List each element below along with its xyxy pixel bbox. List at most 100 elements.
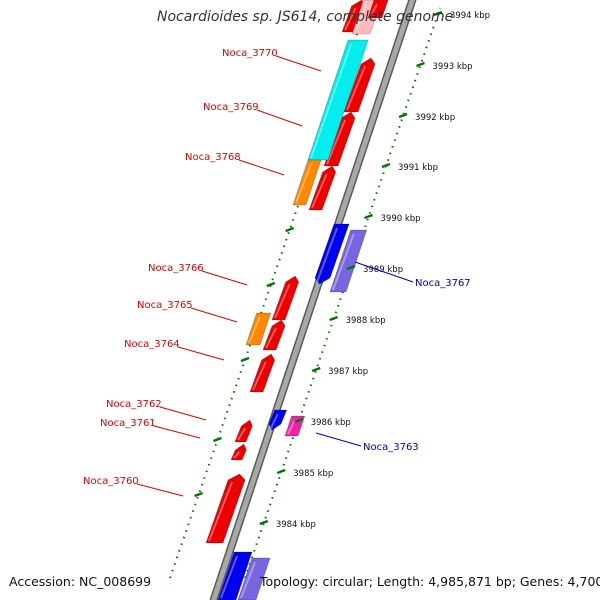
gene-orange-3768-body <box>292 159 322 206</box>
gene-forward-3766-highlight <box>274 283 291 319</box>
gene-forward-3765-highlight <box>265 327 277 349</box>
gene-forward-3760 <box>205 473 246 544</box>
left-guide-tick-9 <box>213 436 222 443</box>
noca-3767-leader <box>354 261 414 283</box>
noca-3761-leader <box>153 425 201 439</box>
gene-orange-3765-highlight <box>248 316 261 344</box>
gene-cyan-block-body <box>307 39 369 161</box>
left-guide-tick-10 <box>194 491 203 498</box>
noca-3770-leader <box>275 55 322 72</box>
gene-forward-3770-body <box>343 57 376 113</box>
noca-3764-leader <box>177 346 225 361</box>
gene-reverse-3763-highlight <box>287 419 296 435</box>
noca-3768-leader <box>238 159 285 176</box>
gene-reverse-blue-3767 <box>314 223 350 285</box>
gene-forward-3765 <box>262 319 286 351</box>
scale-label-3992: 3992 kbp <box>415 113 455 123</box>
noca-3768-label: Noca_3768 <box>185 152 241 163</box>
gene-top-right-body <box>367 0 389 19</box>
noca-3763-leader <box>315 432 362 447</box>
gene-cyan-block-highlight <box>310 43 353 159</box>
gene-reverse-bottom-b-highlight <box>240 561 256 599</box>
scale-label-3987: 3987 kbp <box>328 367 368 377</box>
scale-label-3985: 3985 kbp <box>293 469 333 479</box>
gene-reverse-bottom-b-body <box>237 557 271 600</box>
noca-3767-label: Noca_3767 <box>415 278 471 289</box>
gene-pale-top-highlight <box>354 3 368 33</box>
gene-forward-3761 <box>230 443 247 461</box>
scale-tick-3986 <box>294 417 304 424</box>
gene-reverse-bottom-b <box>237 557 271 600</box>
noca-3769-label: Noca_3769 <box>203 102 259 113</box>
noca-3770-label: Noca_3770 <box>222 48 278 59</box>
scale-tick-3992 <box>398 112 408 119</box>
gene-forward-3761-body <box>230 443 247 461</box>
scale-tick-3994 <box>433 10 443 17</box>
gene-reverse-3763a <box>268 409 288 431</box>
genome-summary-text: Topology: circular; Length: 4,985,871 bp… <box>260 574 600 589</box>
noca-3762-label: Noca_3762 <box>106 399 162 410</box>
backbone-line <box>211 0 415 600</box>
left-guide-tick-4 <box>285 226 295 233</box>
gene-orange-3768 <box>292 159 322 206</box>
scale-label-3984: 3984 kbp <box>276 520 316 530</box>
noca-3766-leader <box>201 270 248 286</box>
gene-reverse-bottom <box>217 551 253 600</box>
scale-tick-3984 <box>259 519 269 526</box>
gene-reverse-lightblue-3767-highlight <box>332 233 355 291</box>
backbone <box>209 0 417 600</box>
gene-forward-3760-body <box>205 473 246 544</box>
map-title: Nocardioides sp. JS614, complete genome <box>157 9 454 25</box>
gene-forward-3765-body <box>262 319 286 351</box>
gene-reverse-bottom-highlight <box>220 555 238 599</box>
scale-tick-3987 <box>311 366 321 373</box>
gene-forward-3766-body <box>271 275 300 321</box>
gene-cyan-block <box>307 39 369 161</box>
gene-forward-3770-highlight <box>346 65 366 111</box>
gene-reverse-blue-3767-body <box>314 223 350 285</box>
gene-forward-3764 <box>249 353 276 393</box>
gene-orange-3765-body <box>245 312 272 346</box>
noca-3765-leader <box>190 307 238 323</box>
gene-forward-3761-highlight <box>233 451 241 459</box>
gene-orange-3765 <box>245 312 272 346</box>
noca-3760-label: Noca_3760 <box>83 476 139 487</box>
scale-tick-3990 <box>364 213 373 220</box>
gene-forward-3764-body <box>249 353 276 393</box>
gene-forward-3762 <box>234 419 253 443</box>
gene-labels: Noca_3770 Noca_3769 Noca_3768 Noca_3767 Noca… <box>83 48 471 497</box>
gene-forward-3770 <box>343 57 376 113</box>
left-guide-tick-5 <box>266 281 276 288</box>
noca-3769-leader <box>256 109 303 127</box>
scale-tick-3989 <box>346 264 356 271</box>
gene-forward-top-highlight <box>344 7 357 31</box>
scale-tick-3985 <box>276 468 286 475</box>
noca-3763-label: Noca_3763 <box>363 442 419 453</box>
noca-3766-label: Noca_3766 <box>148 263 204 274</box>
gene-reverse-bottom-body <box>217 551 253 600</box>
scale-label-3994: 3994 kbp <box>450 11 490 21</box>
gene-forward-3764-highlight <box>252 361 267 391</box>
scale-label-3986: 3986 kbp <box>311 418 351 428</box>
gene-reverse-3763a-highlight <box>270 413 279 429</box>
scale-label-3989: 3989 kbp <box>363 265 403 275</box>
scale-label-3991: 3991 kbp <box>398 163 438 173</box>
dotted-guides <box>169 7 441 579</box>
gene-features <box>205 0 389 600</box>
gene-reverse-lightblue-3767 <box>329 229 368 293</box>
gene-forward-3762-body <box>234 419 253 443</box>
scale-ruler: 3984 kbp 3985 kbp 3986 kbp 3987 kbp 3988 kbp… <box>259 10 490 530</box>
noca-3760-leader <box>136 483 184 497</box>
gene-reverse-3763a-body <box>268 409 288 431</box>
noca-3764-label: Noca_3764 <box>124 339 180 350</box>
gene-forward-3768 <box>308 165 337 211</box>
noca-3765-label: Noca_3765 <box>137 300 193 311</box>
gene-top-right <box>367 0 389 19</box>
scale-label-3990: 3990 kbp <box>381 214 421 224</box>
gene-orange-3768-highlight <box>295 163 312 204</box>
scale-label-3993: 3993 kbp <box>433 62 473 72</box>
left-guide-line <box>169 7 367 579</box>
gene-forward-3762-highlight <box>237 427 247 441</box>
